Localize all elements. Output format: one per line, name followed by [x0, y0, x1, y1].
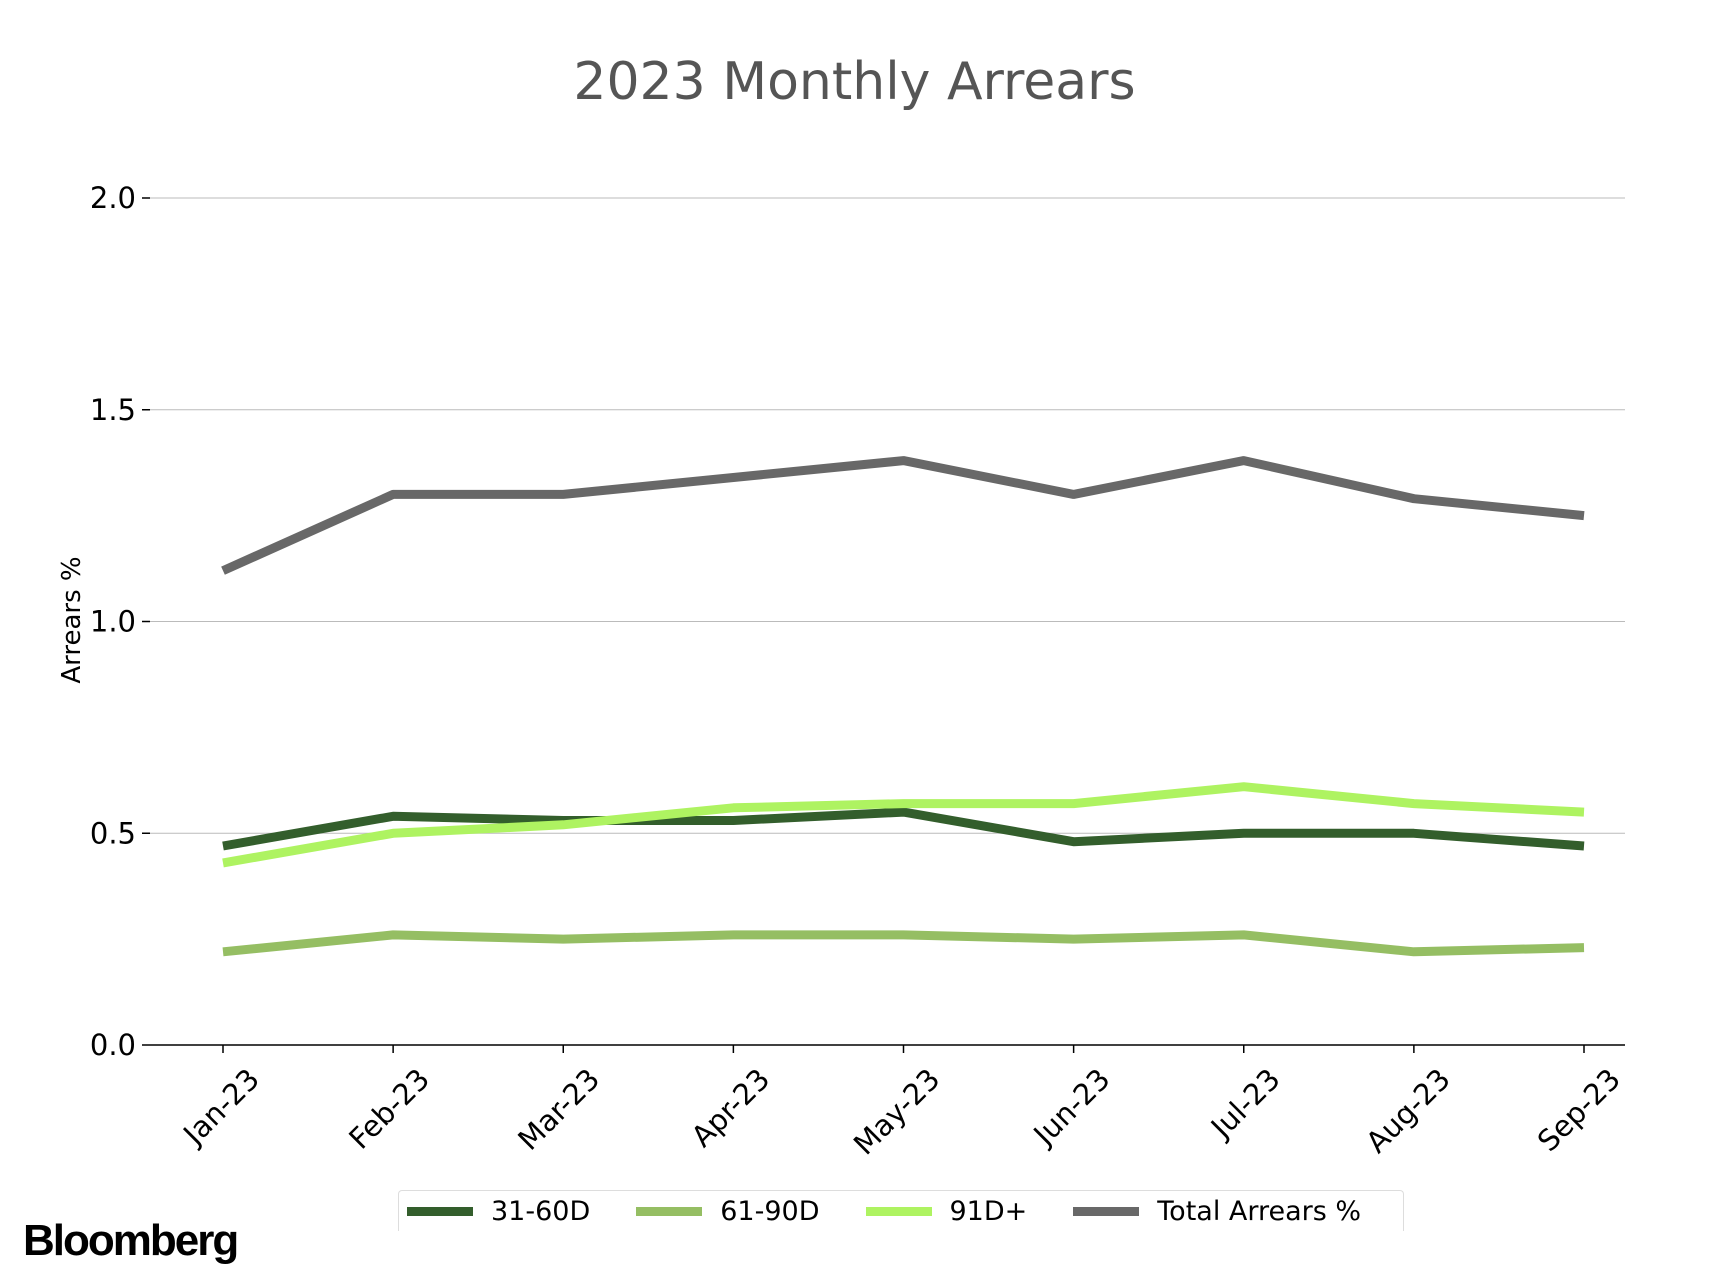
y-tick-label-3: 1.5 [90, 393, 136, 427]
chart-title: 2023 Monthly Arrears [573, 52, 1136, 112]
legend-swatch-1 [636, 1206, 703, 1216]
legend-label-0: 31-60D [491, 1195, 591, 1227]
legend-item-0: 31-60D [407, 1196, 590, 1227]
series-lines [221, 456, 1585, 957]
legend-swatch-2 [865, 1206, 932, 1216]
legend: 31-60D 61-90D 91D+ Total Arrears % [398, 1190, 1404, 1231]
y-tick-label-0: 0.0 [90, 1028, 136, 1062]
series-line-0 [222, 807, 1585, 851]
x-tick-label-7: Aug-23 [1359, 1062, 1457, 1160]
legend-label-1: 61-90D [720, 1195, 820, 1227]
legend-swatch-0 [407, 1206, 473, 1216]
x-tick-label-2: Mar-23 [511, 1062, 606, 1157]
x-tick-label-5: Jun-23 [1026, 1062, 1117, 1153]
series-line-3 [221, 456, 1585, 575]
x-tick-label-0: Jan-23 [175, 1062, 266, 1153]
series-line-2 [222, 782, 1585, 868]
bloomberg-logo: Bloomberg [23, 1216, 239, 1265]
x-tick-label-8: Sep-23 [1531, 1062, 1627, 1158]
y-axis-label: Arrears % [57, 556, 87, 683]
y-tick-label-2: 1.0 [90, 605, 136, 639]
gridlines [150, 197, 1625, 834]
legend-label-3: Total Arrears % [1157, 1195, 1362, 1227]
x-tick-label-6: Jul-23 [1203, 1062, 1287, 1146]
legend-item-1: 61-90D [636, 1195, 820, 1227]
legend-swatch-3 [1073, 1206, 1140, 1216]
legend-item-3: Total Arrears % [1073, 1196, 1361, 1227]
legend-item-2: 91D+ [865, 1195, 1028, 1227]
x-tick-label-4: May-23 [847, 1062, 947, 1162]
x-tick-label-3: Apr-23 [685, 1062, 777, 1154]
y-axis: 0.0 0.5 1.0 1.5 2.0 [90, 181, 150, 1062]
x-tick-label-1: Feb-23 [342, 1062, 436, 1156]
series-line-1 [222, 930, 1585, 957]
y-tick-label-4: 2.0 [90, 181, 136, 215]
x-axis: Jan-23 Feb-23 Mar-23 Apr-23 May-23 Jun-23 Jul-… [150, 1044, 1627, 1162]
legend-label-2: 91D+ [949, 1195, 1028, 1227]
y-tick-label-1: 0.5 [90, 816, 136, 850]
